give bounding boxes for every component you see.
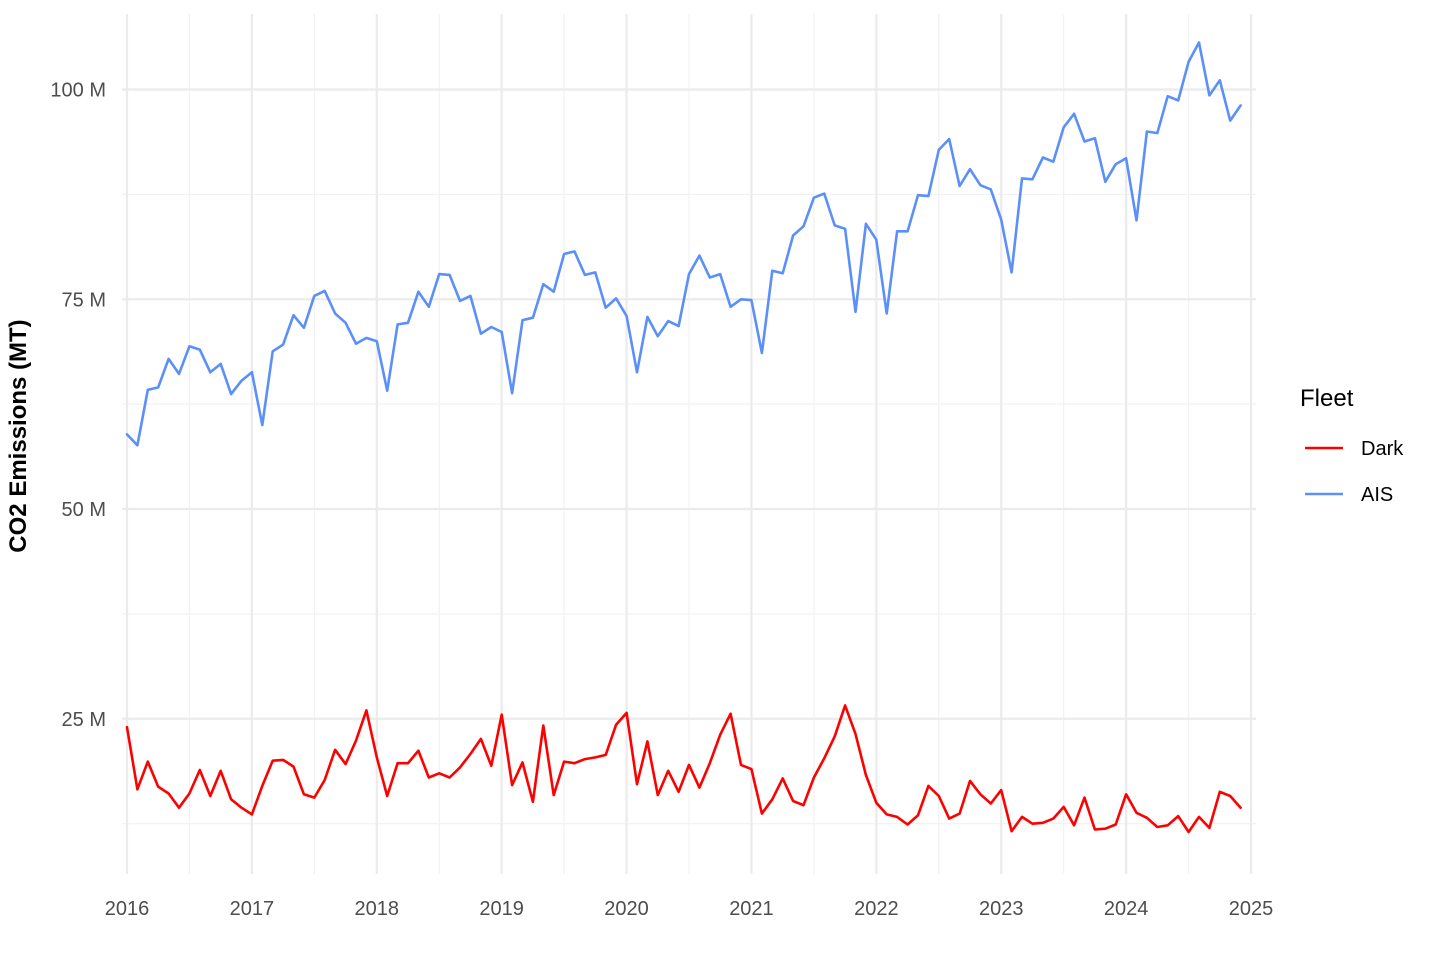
x-tick-label: 2019 bbox=[479, 898, 524, 920]
x-tick-label: 2018 bbox=[355, 898, 400, 920]
series-lines bbox=[125, 41, 1242, 834]
x-tick-label: 2023 bbox=[979, 898, 1024, 920]
legend-title: Fleet bbox=[1300, 385, 1354, 412]
x-tick-label: 2020 bbox=[604, 898, 649, 920]
y-tick-label: 100 M bbox=[50, 80, 106, 102]
x-tick-label: 2021 bbox=[729, 898, 774, 920]
x-tick-label: 2017 bbox=[230, 898, 275, 920]
x-tick-label: 2024 bbox=[1104, 898, 1149, 920]
legend-entries: Dark AIS bbox=[1305, 438, 1404, 506]
y-tick-label: 75 M bbox=[62, 289, 106, 311]
legend: Fleet Dark AIS bbox=[1300, 385, 1404, 506]
minor-gridlines bbox=[122, 14, 1256, 874]
x-tick-label: 2022 bbox=[854, 898, 899, 920]
x-tick-label: 2016 bbox=[105, 898, 150, 920]
x-tick-label: 2025 bbox=[1229, 898, 1274, 920]
x-axis-tick-labels: 2016 2017 2018 2019 2020 2021 2022 2023 2024 2025 bbox=[105, 898, 1274, 920]
legend-label-ais: AIS bbox=[1361, 484, 1393, 506]
y-axis-tick-labels: 25 M 50 M 75 M 100 M bbox=[50, 80, 106, 731]
y-tick-label: 50 M bbox=[62, 499, 106, 521]
series-line-dark bbox=[125, 704, 1242, 834]
y-axis-title: CO2 Emissions (MT) bbox=[5, 319, 32, 552]
y-tick-label: 25 M bbox=[62, 709, 106, 731]
legend-label-dark: Dark bbox=[1361, 438, 1404, 460]
series-line-ais bbox=[125, 41, 1242, 447]
